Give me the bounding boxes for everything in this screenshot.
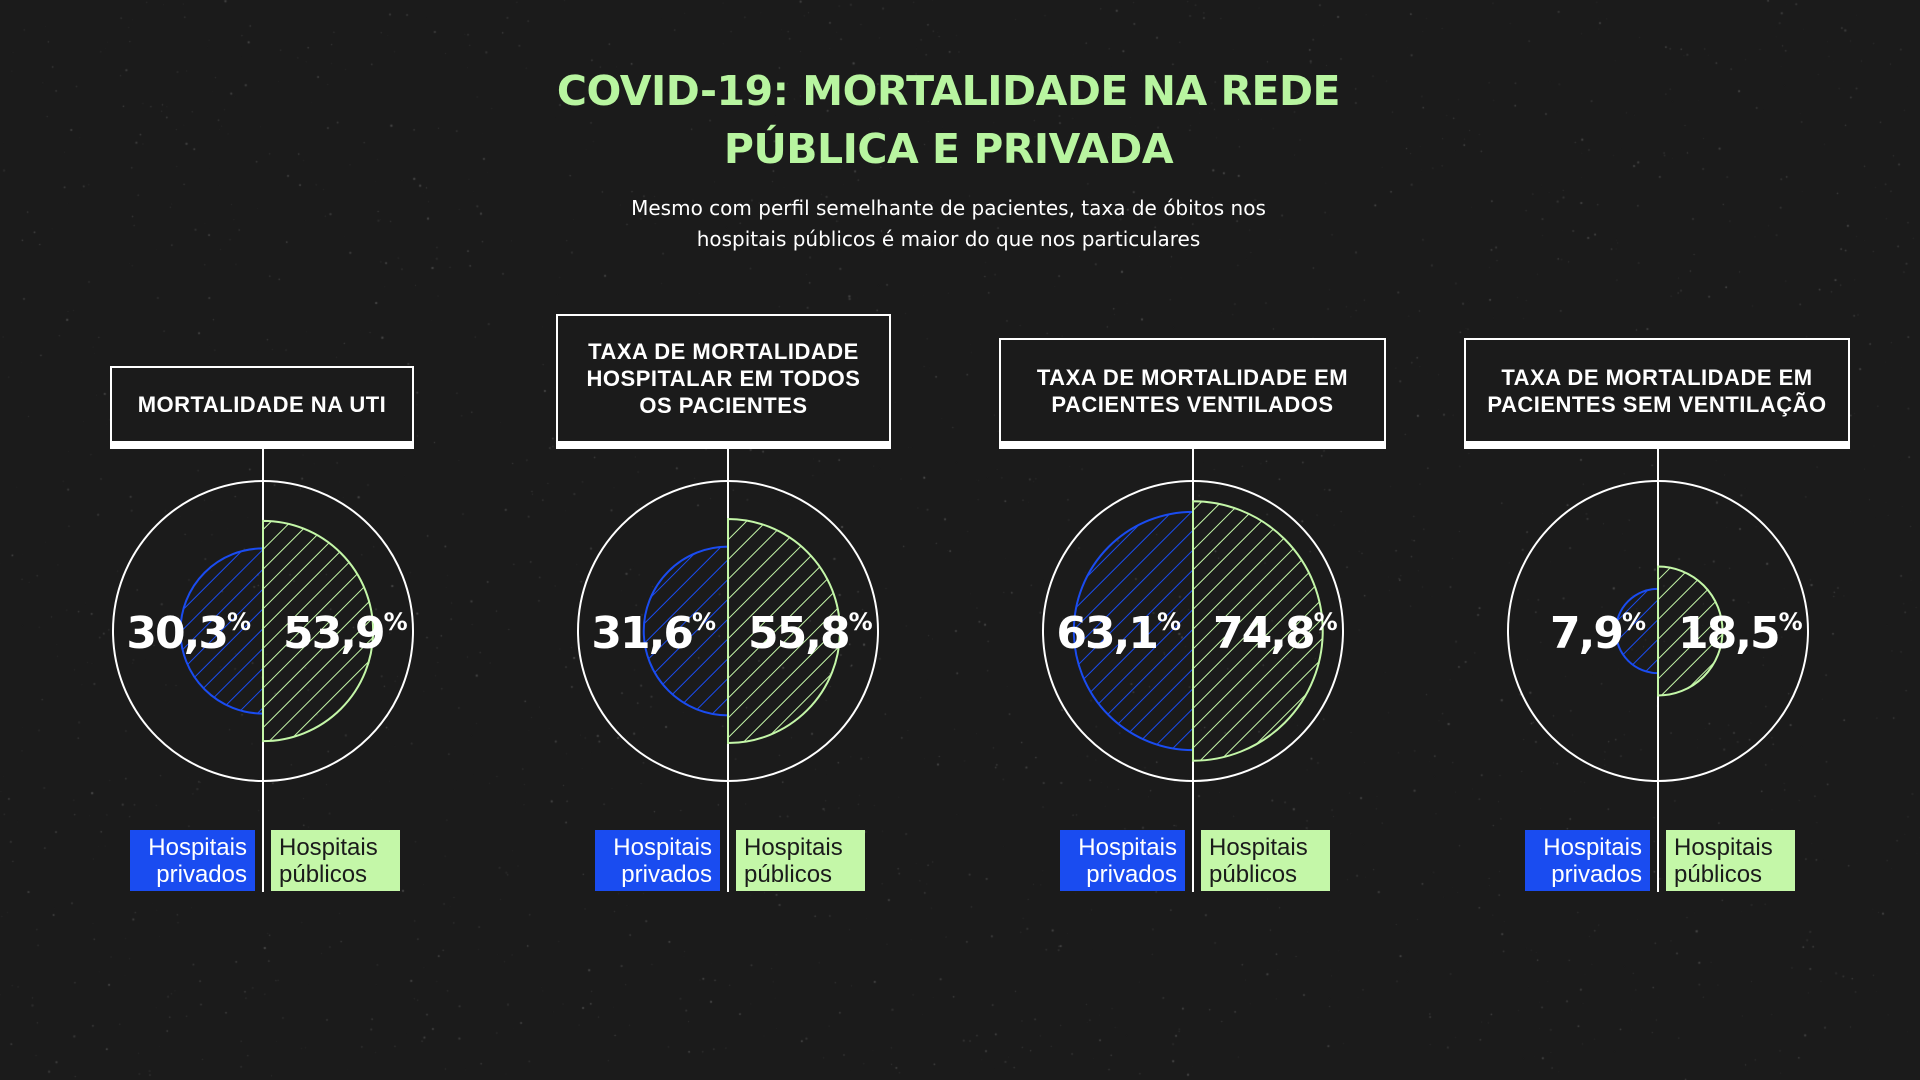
public-value-label: 18,5% xyxy=(1678,608,1803,659)
legend-public: Hospitais públicos xyxy=(271,830,400,891)
private-half-circle xyxy=(179,547,264,715)
legend-private: Hospitais privados xyxy=(1525,830,1650,891)
private-value-label-unit: % xyxy=(227,608,251,636)
public-value-label-value: 74,8 xyxy=(1213,608,1314,659)
public-value-label-unit: % xyxy=(1779,608,1803,636)
chart-title-line: OS PACIENTES xyxy=(639,393,808,418)
legend-public-line: públicos xyxy=(279,861,368,888)
legend-public-line: Hospitais xyxy=(744,834,843,861)
public-value-label-unit: % xyxy=(384,608,408,636)
private-value-label-unit: % xyxy=(1157,608,1181,636)
chart-title-line: TAXA DE MORTALIDADE xyxy=(588,339,859,364)
reference-circle xyxy=(112,480,414,782)
subtitle-line: hospitais públicos é maior do que nos pa… xyxy=(696,227,1201,251)
legend-public-line: públicos xyxy=(1674,861,1763,888)
title-line: PÚBLICA E PRIVADA xyxy=(723,125,1174,173)
legend-public-line: Hospitais xyxy=(1674,834,1773,861)
page-subtitle: Mesmo com perfil semelhante de pacientes… xyxy=(0,193,1897,255)
public-half-circle xyxy=(1657,565,1724,697)
chart-title-box: TAXA DE MORTALIDADE HOSPITALAR EM TODOS OS… xyxy=(556,314,891,449)
legend-private-line: Hospitais xyxy=(1543,834,1642,861)
reference-circle xyxy=(577,480,879,782)
chart-title-box: MORTALIDADE NA UTI xyxy=(110,366,414,449)
legend-private-line: privados xyxy=(1551,861,1642,888)
chart-title-line: MORTALIDADE NA UTI xyxy=(137,392,387,417)
public-half-circle xyxy=(1192,500,1324,762)
legend-private-line: privados xyxy=(156,861,247,888)
subtitle-line: Mesmo com perfil semelhante de pacientes… xyxy=(631,196,1266,220)
public-value-label-value: 18,5 xyxy=(1678,608,1779,659)
private-value-label-value: 63,1 xyxy=(1056,608,1157,659)
legend-public-line: públicos xyxy=(744,861,833,888)
private-value-label: 30,3% xyxy=(126,608,251,659)
legend-private-line: Hospitais xyxy=(613,834,712,861)
legend-public: Hospitais públicos xyxy=(736,830,865,891)
chart-title-line: PACIENTES SEM VENTILAÇÃO xyxy=(1487,391,1827,417)
private-half-circle xyxy=(1072,510,1194,752)
public-value-label-value: 53,9 xyxy=(283,608,384,659)
private-value-label: 63,1% xyxy=(1056,608,1181,659)
chart-title-box: TAXA DE MORTALIDADE EM PACIENTES SEM VENT… xyxy=(1464,338,1850,449)
public-value-label-unit: % xyxy=(849,608,873,636)
legend-private: Hospitais privados xyxy=(595,830,720,891)
legend-public: Hospitais públicos xyxy=(1201,830,1330,891)
private-half-circle xyxy=(1615,587,1659,675)
chart-title-line: PACIENTES VENTILADOS xyxy=(1051,391,1334,417)
chart-title-line: TAXA DE MORTALIDADE EM xyxy=(1501,364,1813,390)
page-title: COVID-19: MORTALIDADE NA REDE PÚBLICA E … xyxy=(0,62,1897,178)
legend-public-line: públicos xyxy=(1209,861,1298,888)
legend-private: Hospitais privados xyxy=(130,830,255,891)
private-value-label-unit: % xyxy=(692,608,716,636)
legend-public-line: Hospitais xyxy=(1209,834,1308,861)
private-half-circle xyxy=(642,545,729,717)
public-value-label: 74,8% xyxy=(1213,608,1338,659)
reference-circle xyxy=(1042,480,1344,782)
chart-title-line: TAXA DE MORTALIDADE EM xyxy=(1036,364,1349,390)
legend-private-line: Hospitais xyxy=(148,834,247,861)
private-value-label-value: 30,3 xyxy=(126,608,227,659)
public-half-circle xyxy=(262,519,375,743)
legend-private-line: privados xyxy=(621,861,712,888)
private-value-label: 7,9% xyxy=(1550,608,1646,659)
legend-public: Hospitais públicos xyxy=(1666,830,1795,891)
reference-circle xyxy=(1507,480,1809,782)
public-value-label: 55,8% xyxy=(748,608,873,659)
public-half-circle xyxy=(727,517,842,745)
private-value-label-value: 7,9 xyxy=(1550,608,1622,659)
chart-title-line: HOSPITALAR EM TODOS xyxy=(586,366,861,391)
private-value-label-unit: % xyxy=(1622,608,1646,636)
chart-title-box: TAXA DE MORTALIDADE EM PACIENTES VENTILAD… xyxy=(999,338,1386,449)
legend-private: Hospitais privados xyxy=(1060,830,1185,891)
legend-public-line: Hospitais xyxy=(279,834,378,861)
public-value-label: 53,9% xyxy=(283,608,408,659)
public-value-label-unit: % xyxy=(1314,608,1338,636)
legend-private-line: privados xyxy=(1086,861,1177,888)
legend-private-line: Hospitais xyxy=(1078,834,1177,861)
private-value-label: 31,6% xyxy=(591,608,716,659)
private-value-label-value: 31,6 xyxy=(591,608,692,659)
title-line: COVID-19: MORTALIDADE NA REDE xyxy=(556,67,1341,115)
public-value-label-value: 55,8 xyxy=(748,608,849,659)
